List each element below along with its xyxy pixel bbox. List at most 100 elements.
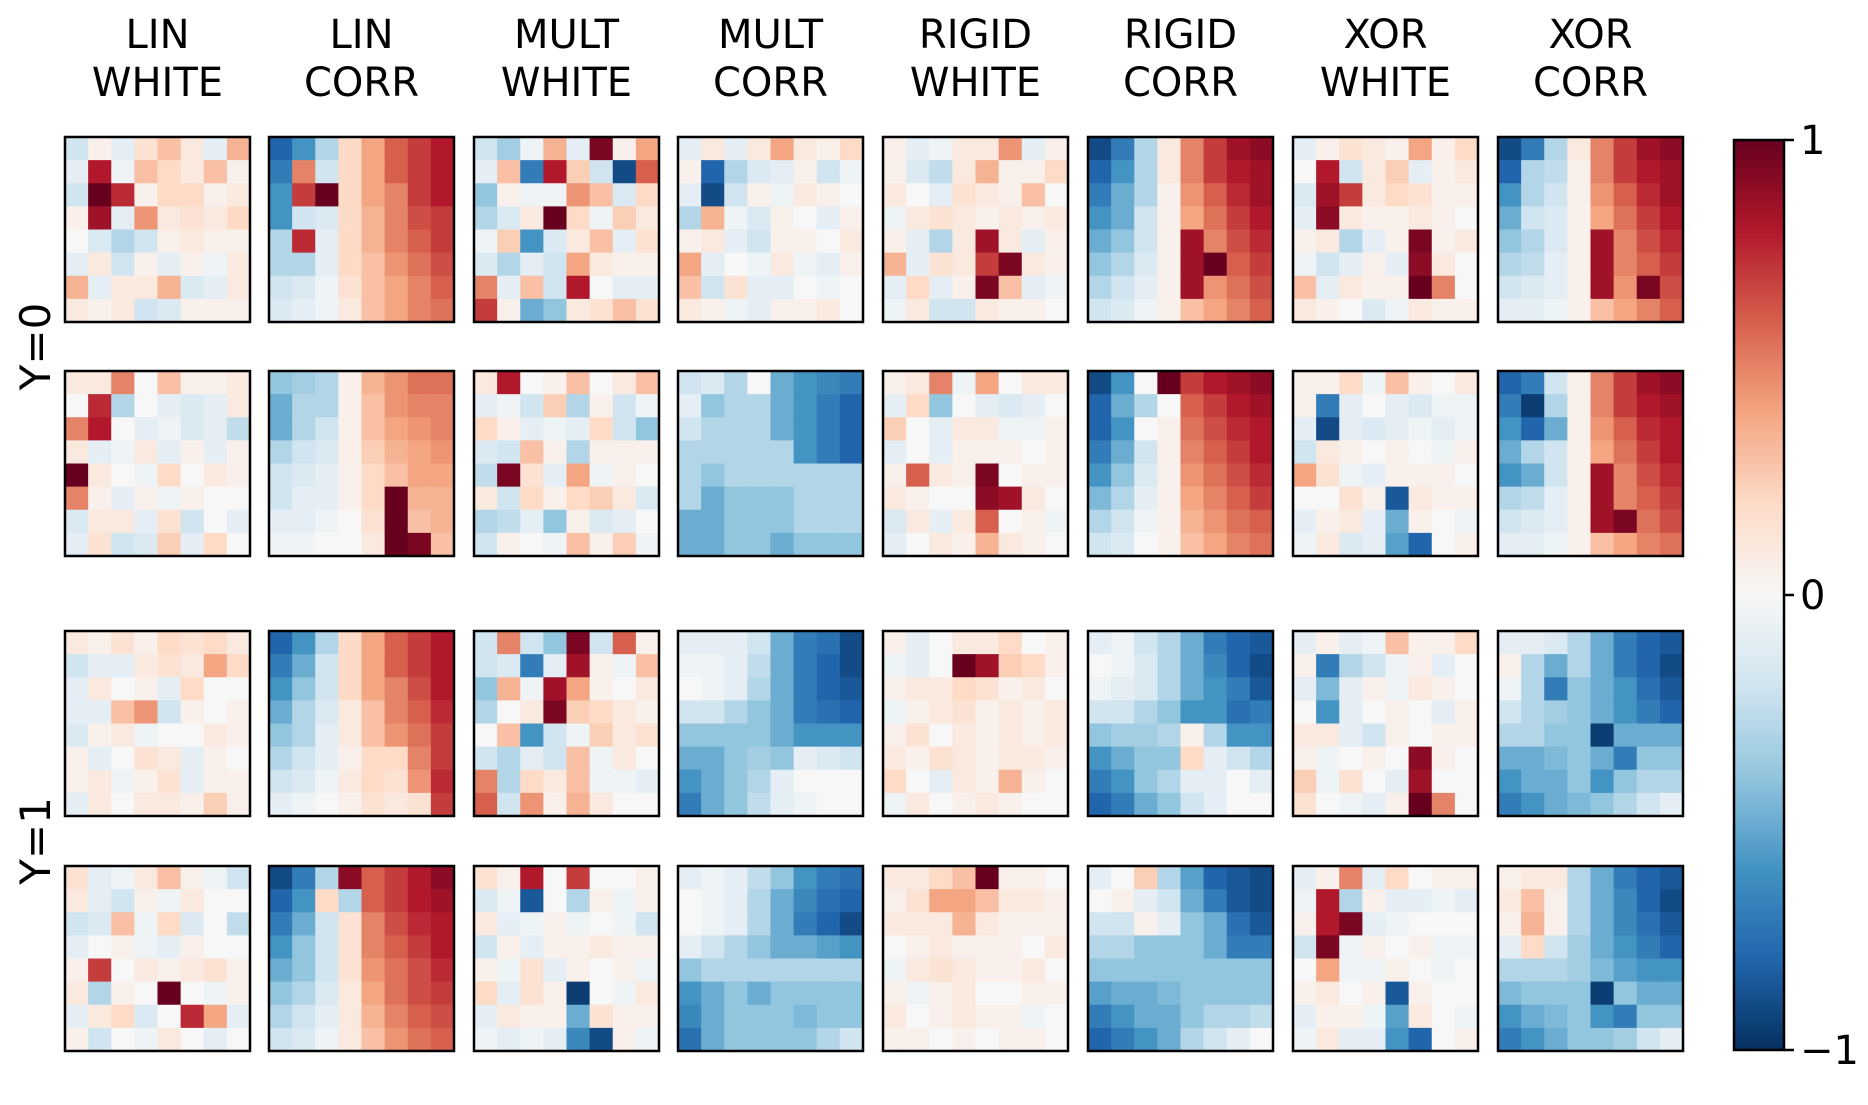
heatmap-cell — [1134, 631, 1158, 655]
heatmap-cell — [292, 137, 316, 161]
colorbar-tick-label: −1 — [1800, 1028, 1859, 1074]
heatmap-cell — [566, 1027, 591, 1052]
heatmap-cell — [952, 700, 976, 724]
heatmap-cell — [315, 677, 339, 701]
heatmap-cell — [678, 723, 702, 748]
heatmap-cell — [952, 394, 976, 418]
heatmap-cell — [1636, 746, 1661, 771]
heatmap-cell — [816, 371, 841, 395]
heatmap-cell — [1293, 654, 1317, 678]
heatmap-cell — [361, 792, 386, 817]
heatmap-cell — [883, 252, 907, 277]
heatmap-cell — [1088, 417, 1112, 441]
heatmap-cell — [883, 137, 907, 161]
heatmap-cell — [1021, 889, 1046, 913]
heatmap-cell — [1134, 509, 1158, 534]
column-title-4-line-1: MULT — [718, 12, 824, 58]
heatmap-cell — [975, 229, 1000, 254]
heatmap-cell — [180, 792, 205, 817]
heatmap-cell — [1111, 700, 1135, 724]
heatmap-cell — [430, 935, 455, 959]
heatmap-cell — [839, 206, 864, 230]
heatmap-cell — [1408, 889, 1433, 913]
heatmap-cell — [998, 631, 1023, 655]
heatmap-cell — [770, 417, 795, 441]
heatmap-cell — [929, 700, 953, 724]
panel-frame — [63, 864, 252, 1053]
heatmap-cell — [1544, 792, 1568, 817]
heatmap-cell — [1134, 298, 1158, 323]
heatmap-cell — [1636, 912, 1661, 936]
heatmap-cell — [1498, 229, 1522, 254]
heatmap-cell — [1498, 417, 1522, 441]
heatmap-cell — [770, 252, 795, 277]
heatmap-cell — [1339, 532, 1363, 557]
heatmap-cell — [1203, 631, 1228, 655]
heatmap-cell — [157, 723, 182, 748]
heatmap-cell — [88, 981, 112, 1006]
heatmap-cell — [906, 394, 930, 418]
heatmap-cell — [157, 229, 182, 254]
heatmap-cell — [338, 958, 362, 983]
heatmap-cell — [1385, 298, 1410, 323]
heatmap-cell — [269, 229, 293, 254]
heatmap-cell — [384, 371, 409, 395]
panel-frame — [267, 369, 456, 558]
heatmap-cell — [203, 935, 228, 959]
heatmap-cell — [1431, 183, 1456, 207]
heatmap-cell — [1521, 654, 1545, 678]
heatmap-cell — [1134, 792, 1158, 817]
heatmap-cell — [1498, 889, 1522, 913]
heatmap-cell — [1111, 958, 1135, 983]
heatmap-cell — [1111, 137, 1135, 161]
heatmap-cell — [543, 1004, 567, 1029]
heatmap-cell — [1293, 417, 1317, 441]
heatmap-cell — [88, 463, 112, 488]
heatmap-cell — [678, 509, 702, 534]
heatmap-cell — [65, 677, 89, 701]
heatmap-cell — [407, 532, 432, 557]
heatmap-cell — [1498, 463, 1522, 488]
heatmap-cell — [180, 417, 205, 441]
heatmap-cell — [998, 769, 1023, 794]
heatmap-cell — [747, 958, 771, 983]
heatmap-cell — [1021, 769, 1046, 794]
heatmap-cell — [292, 935, 316, 959]
heatmap-cell — [134, 746, 158, 771]
heatmap-cell — [111, 746, 135, 771]
heatmap-cell — [793, 654, 818, 678]
heatmap-cell — [1203, 889, 1228, 913]
heatmap-cell — [1613, 463, 1638, 488]
heatmap-cell — [474, 723, 498, 748]
heatmap-cell — [770, 631, 795, 655]
heatmap-cell — [793, 1027, 818, 1052]
heatmap-cell — [1044, 889, 1069, 913]
heatmap-cell — [1385, 912, 1410, 936]
panel-frame — [1086, 135, 1275, 324]
heatmap-cell — [1088, 275, 1112, 300]
heatmap-cell — [883, 160, 907, 184]
heatmap-cell — [678, 183, 702, 207]
heatmap-cell — [612, 654, 637, 678]
heatmap-cell — [1044, 486, 1069, 511]
heatmap-cell — [157, 532, 182, 557]
heatmap-cell — [929, 723, 953, 748]
heatmap-cell — [1134, 137, 1158, 161]
heatmap-cell — [883, 275, 907, 300]
heatmap-cell — [1157, 486, 1181, 511]
heatmap-cell — [1431, 298, 1456, 323]
heatmap-cell — [816, 509, 841, 534]
heatmap-cell — [1567, 631, 1591, 655]
heatmap-panel-col8-row2 — [1496, 369, 1685, 558]
heatmap-cell — [292, 183, 316, 207]
heatmap-cell — [1385, 654, 1410, 678]
heatmap-cell — [1293, 183, 1317, 207]
heatmap-cell — [65, 1027, 89, 1052]
heatmap-cell — [747, 463, 771, 488]
panel-frame — [472, 369, 661, 558]
heatmap-cell — [361, 1004, 386, 1029]
heatmap-cell — [1249, 371, 1274, 395]
heatmap-cell — [65, 981, 89, 1006]
heatmap-cell — [1567, 532, 1591, 557]
heatmap-cell — [1339, 981, 1363, 1006]
